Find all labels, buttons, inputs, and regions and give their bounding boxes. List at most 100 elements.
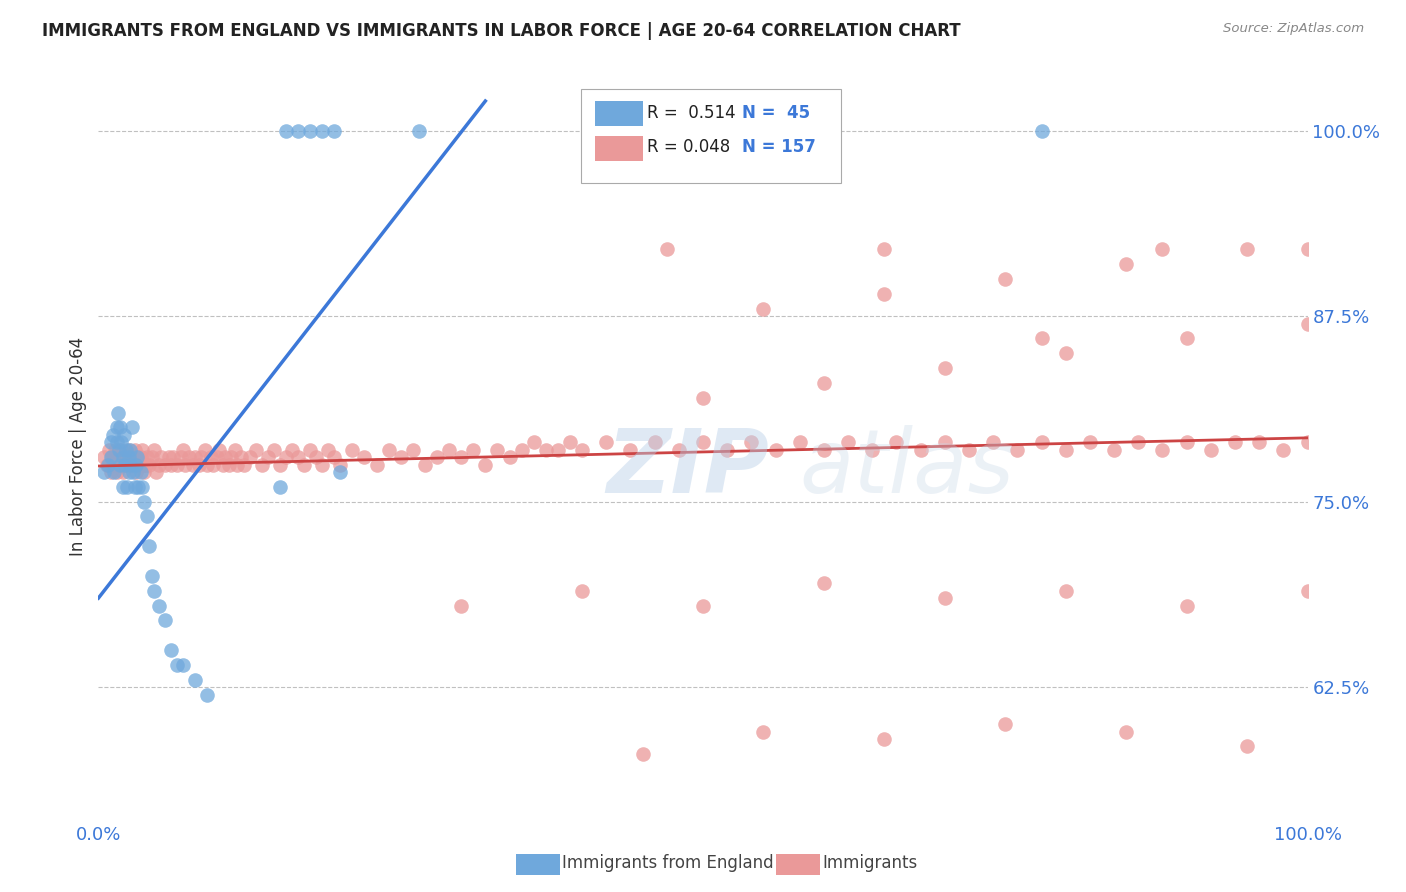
- Point: [101, 458, 124, 472]
- Point: [873, 732, 896, 747]
- Point: [316, 442, 339, 457]
- Point: [287, 124, 309, 138]
- Point: [366, 458, 388, 472]
- Text: atlas: atlas: [800, 425, 1015, 511]
- Point: [450, 599, 472, 613]
- Point: [1054, 583, 1077, 598]
- Point: [994, 717, 1017, 731]
- Point: [250, 458, 273, 472]
- Point: [269, 458, 291, 472]
- Point: [150, 450, 173, 464]
- Point: [463, 442, 485, 457]
- Text: N = 157: N = 157: [742, 138, 817, 156]
- Point: [107, 406, 129, 420]
- Point: [692, 391, 714, 405]
- Point: [105, 435, 128, 450]
- Point: [311, 458, 333, 472]
- Point: [134, 465, 156, 479]
- Point: [263, 442, 285, 457]
- Point: [813, 124, 835, 138]
- Point: [148, 599, 170, 613]
- Point: [166, 657, 188, 672]
- Point: [127, 458, 149, 472]
- Point: [143, 583, 166, 598]
- Point: [162, 450, 184, 464]
- Point: [120, 458, 142, 472]
- Point: [377, 442, 399, 457]
- Point: [644, 435, 666, 450]
- Text: Source: ZipAtlas.com: Source: ZipAtlas.com: [1223, 22, 1364, 36]
- Point: [131, 480, 153, 494]
- Point: [153, 613, 176, 627]
- Point: [547, 442, 569, 457]
- Point: [323, 450, 346, 464]
- Point: [104, 442, 127, 457]
- Point: [1115, 724, 1137, 739]
- Point: [160, 643, 183, 657]
- Point: [108, 458, 131, 472]
- Point: [692, 435, 714, 450]
- Point: [873, 287, 896, 301]
- Point: [740, 435, 762, 450]
- Point: [281, 442, 304, 457]
- Point: [305, 450, 328, 464]
- Point: [1152, 442, 1174, 457]
- Point: [523, 435, 546, 450]
- Point: [111, 465, 134, 479]
- Point: [115, 458, 138, 472]
- Point: [1152, 243, 1174, 257]
- Point: [187, 458, 209, 472]
- Point: [97, 458, 120, 472]
- Point: [129, 450, 152, 464]
- Point: [329, 458, 352, 472]
- Point: [752, 724, 775, 739]
- Point: [135, 458, 157, 472]
- Point: [981, 435, 1004, 450]
- Point: [668, 442, 690, 457]
- Point: [114, 458, 136, 472]
- Point: [692, 599, 714, 613]
- Point: [128, 458, 150, 472]
- Point: [1102, 442, 1125, 457]
- Point: [274, 124, 297, 138]
- Point: [450, 450, 472, 464]
- Point: [239, 450, 262, 464]
- Point: [93, 465, 115, 479]
- Point: [172, 657, 194, 672]
- Point: [1054, 346, 1077, 360]
- Point: [172, 442, 194, 457]
- Point: [118, 442, 141, 457]
- Point: [190, 450, 212, 464]
- Point: [145, 465, 167, 479]
- Point: [474, 458, 496, 472]
- Point: [813, 442, 835, 457]
- Point: [221, 450, 243, 464]
- Text: R = 0.048: R = 0.048: [647, 138, 730, 156]
- Point: [124, 480, 146, 494]
- Point: [1054, 442, 1077, 457]
- Text: ZIP: ZIP: [606, 425, 769, 512]
- Point: [1236, 739, 1258, 754]
- Point: [105, 420, 128, 434]
- Point: [765, 442, 787, 457]
- Point: [245, 442, 267, 457]
- Point: [957, 442, 980, 457]
- Point: [716, 442, 738, 457]
- Point: [1078, 435, 1101, 450]
- Point: [299, 124, 322, 138]
- Point: [166, 458, 188, 472]
- Point: [224, 442, 246, 457]
- Point: [181, 458, 204, 472]
- Point: [96, 458, 118, 472]
- Point: [1128, 435, 1150, 450]
- Point: [299, 442, 322, 457]
- Text: Immigrants: Immigrants: [823, 855, 918, 872]
- Point: [1031, 124, 1053, 138]
- Point: [218, 458, 240, 472]
- Point: [138, 458, 160, 472]
- Point: [101, 428, 124, 442]
- Point: [132, 458, 155, 472]
- Point: [118, 450, 141, 464]
- Point: [153, 458, 176, 472]
- Point: [98, 442, 121, 457]
